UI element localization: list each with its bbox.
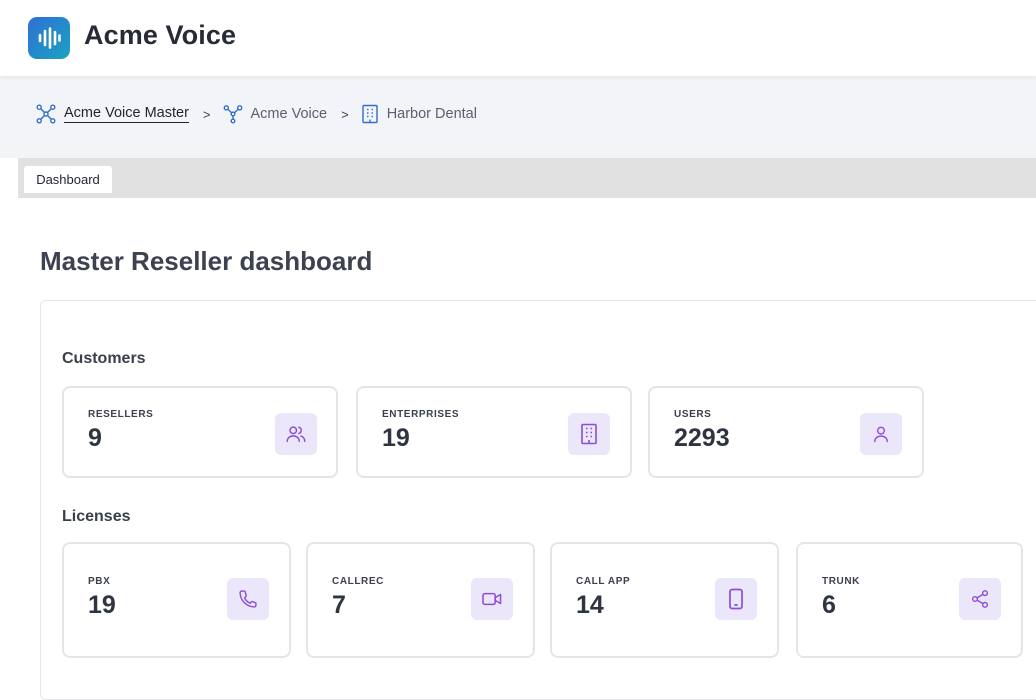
tab-dashboard[interactable]: Dashboard [24,166,112,193]
dashboard-panel: Customers RESELLERS 9 ENTERPRISES 19 [40,300,1036,700]
breadcrumb-bar: Acme Voice Master > Acme Voice > [0,76,1036,158]
stat-card-label: USERS [674,409,712,420]
sound-wave-icon [38,27,61,49]
users-icon [275,413,317,455]
building-icon [361,104,378,124]
section-customers-label: Customers [62,350,146,367]
share-icon [959,578,1001,620]
stat-card-value: 19 [382,424,410,452]
user-icon [860,413,902,455]
breadcrumb-item-reseller[interactable]: Acme Voice [223,104,328,124]
stat-card-users[interactable]: USERS 2293 [648,386,924,478]
license-card-callrec[interactable]: CALLREC 7 [306,542,535,658]
breadcrumb-label[interactable]: Acme Voice [250,106,328,122]
video-camera-icon [471,578,513,620]
stat-card-value: 7 [332,591,346,619]
stat-card-label: CALL APP [576,576,631,587]
tab-bar: Dashboard [18,158,1036,198]
stat-card-label: ENTERPRISES [382,409,460,420]
stat-card-value: 9 [88,424,102,452]
stat-card-label: TRUNK [822,576,860,587]
phone-icon [227,578,269,620]
stat-card-resellers[interactable]: RESELLERS 9 [62,386,338,478]
stat-card-label: CALLREC [332,576,384,587]
breadcrumb-item-enterprise[interactable]: Harbor Dental [361,104,477,124]
network-nodes-icon [36,104,56,124]
breadcrumb-item-master[interactable]: Acme Voice Master [36,104,189,124]
license-card-trunk[interactable]: TRUNK 6 [796,542,1023,658]
app-header: Acme Voice [0,0,1036,76]
stat-card-label: PBX [88,576,111,587]
building-icon [568,413,610,455]
license-card-call-app[interactable]: CALL APP 14 [550,542,779,658]
stat-card-value: 6 [822,591,836,619]
license-card-pbx[interactable]: PBX 19 [62,542,291,658]
breadcrumb: Acme Voice Master > Acme Voice > [36,100,477,128]
stat-card-value: 2293 [674,424,730,452]
stat-card-value: 14 [576,591,604,619]
app-title: Acme Voice [84,20,237,50]
breadcrumb-separator: > [202,106,211,122]
stat-card-label: RESELLERS [88,409,154,420]
section-licenses-label: Licenses [62,508,131,525]
app-logo[interactable] [28,17,70,59]
smartphone-icon [715,578,757,620]
stat-card-value: 19 [88,591,116,619]
breadcrumb-label[interactable]: Harbor Dental [386,106,477,122]
page-title: Master Reseller dashboard [40,246,373,276]
breadcrumb-separator: > [341,106,349,122]
breadcrumb-label[interactable]: Acme Voice Master [64,105,189,123]
branch-icon [223,105,242,124]
stat-card-enterprises[interactable]: ENTERPRISES 19 [356,386,632,478]
